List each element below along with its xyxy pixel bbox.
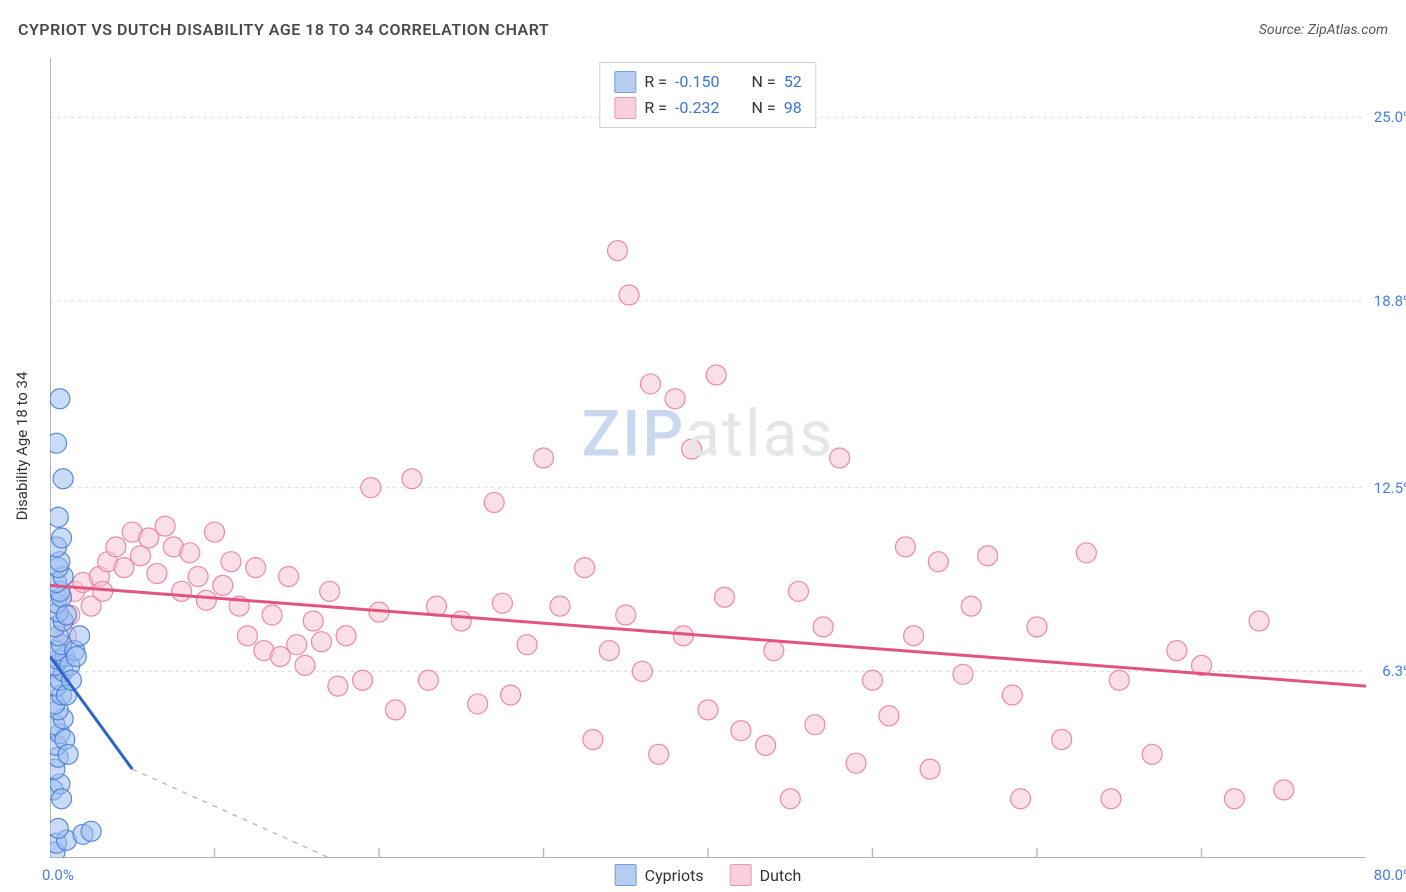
n-label: N =	[752, 95, 776, 121]
legend-item-dutch: Dutch	[730, 864, 802, 886]
r-value-dutch: -0.232	[675, 95, 720, 121]
n-label: N =	[752, 69, 776, 95]
x-axis-min-label: 0.0%	[42, 866, 74, 884]
stats-row-dutch: R = -0.232 N = 98	[614, 95, 801, 121]
swatch-cypriots	[614, 71, 636, 93]
r-label: R =	[644, 69, 667, 95]
scatter-svg	[50, 58, 1366, 858]
series-legend: Cypriots Dutch	[615, 864, 802, 886]
r-value-cypriots: -0.150	[675, 69, 720, 95]
stats-row-cypriots: R = -0.150 N = 52	[614, 69, 801, 95]
n-value-dutch: 98	[784, 95, 802, 121]
legend-label-dutch: Dutch	[760, 866, 802, 885]
legend-swatch-dutch	[730, 864, 752, 886]
y-tick-label: 25.0%	[1374, 108, 1406, 126]
plot-area: ZIPatlas 6.3%12.5%18.8%25.0% 0.0% 80.0% …	[50, 58, 1366, 858]
stats-legend: R = -0.150 N = 52 R = -0.232 N = 98	[599, 62, 816, 128]
header: CYPRIOT VS DUTCH DISABILITY AGE 18 TO 34…	[18, 20, 1388, 39]
r-label: R =	[644, 95, 667, 121]
source-attribution: Source: ZipAtlas.com	[1259, 22, 1388, 38]
legend-item-cypriots: Cypriots	[615, 864, 704, 886]
source-label: Source:	[1259, 22, 1304, 38]
swatch-dutch	[614, 97, 636, 119]
chart-title: CYPRIOT VS DUTCH DISABILITY AGE 18 TO 34…	[18, 20, 549, 39]
y-tick-label: 6.3%	[1382, 662, 1406, 680]
y-tick-label: 12.5%	[1374, 479, 1406, 497]
n-value-cypriots: 52	[784, 69, 802, 95]
legend-label-cypriots: Cypriots	[645, 866, 704, 885]
y-tick-label: 18.8%	[1374, 292, 1406, 310]
source-name: ZipAtlas.com	[1308, 22, 1388, 38]
y-axis-label: Disability Age 18 to 34	[13, 372, 31, 521]
x-axis-max-label: 80.0%	[1374, 866, 1406, 884]
legend-swatch-cypriots	[615, 864, 637, 886]
